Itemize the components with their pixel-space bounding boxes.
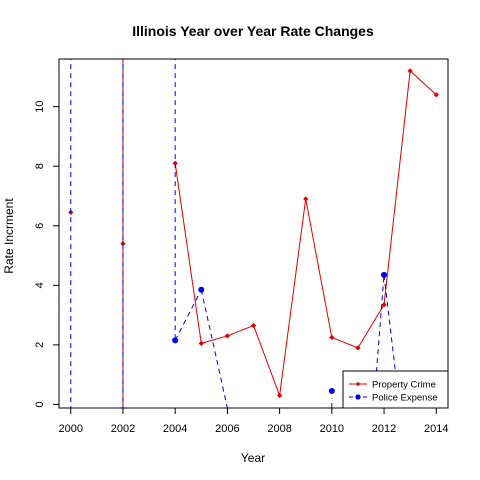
plot-frame bbox=[59, 59, 448, 408]
x-tick-label: 2008 bbox=[267, 423, 291, 435]
data-point bbox=[199, 341, 204, 346]
x-tick-label: 2006 bbox=[215, 423, 239, 435]
data-point bbox=[303, 196, 308, 201]
legend-label: Police Expense bbox=[372, 393, 437, 404]
y-axis-label: Rate Incrment bbox=[2, 198, 16, 274]
legend: Property Crime Police Expense bbox=[343, 371, 448, 408]
x-axis-label: Year bbox=[241, 451, 265, 465]
x-tick-label: 2014 bbox=[424, 423, 448, 435]
data-point bbox=[225, 333, 230, 338]
x-tick-label: 2000 bbox=[59, 423, 83, 435]
y-tick-label: 10 bbox=[34, 101, 46, 113]
y-tick-label: 0 bbox=[34, 401, 46, 407]
x-tick-label: 2002 bbox=[111, 423, 135, 435]
series-line bbox=[201, 290, 227, 408]
x-tick-label: 2010 bbox=[320, 423, 344, 435]
y-tick-label: 4 bbox=[34, 282, 46, 288]
y-tick-label: 6 bbox=[34, 223, 46, 229]
x-tick-label: 2012 bbox=[372, 423, 396, 435]
x-tick-label: 2004 bbox=[163, 423, 187, 435]
legend-label: Property Crime bbox=[372, 380, 436, 391]
legend-marker bbox=[355, 394, 360, 399]
data-point bbox=[355, 345, 360, 350]
data-point bbox=[381, 302, 386, 307]
chart-title: Illinois Year over Year Rate Changes bbox=[132, 23, 374, 39]
data-point bbox=[329, 335, 334, 340]
data-point bbox=[277, 393, 282, 398]
data-point bbox=[251, 323, 256, 328]
y-tick-label: 8 bbox=[34, 163, 46, 169]
data-point bbox=[381, 272, 387, 278]
data-point bbox=[198, 287, 204, 293]
y-tick-label: 2 bbox=[34, 342, 46, 348]
data-point bbox=[172, 337, 178, 343]
data-point bbox=[329, 388, 335, 394]
